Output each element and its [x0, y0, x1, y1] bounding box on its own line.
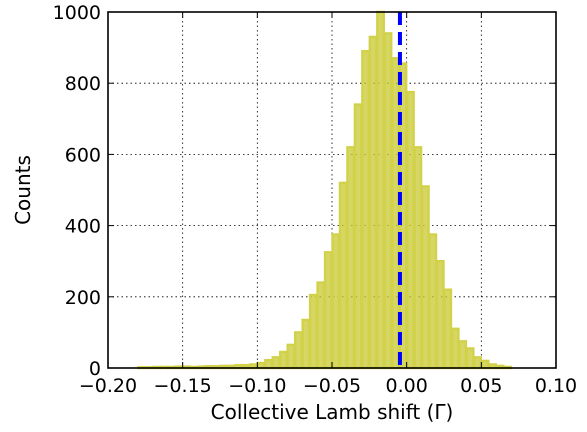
x-tick-label: −0.10: [228, 375, 286, 397]
y-tick-label: 200: [65, 287, 101, 309]
y-tick-label: 800: [65, 73, 101, 95]
histogram-bar: [435, 260, 445, 370]
axis-ticks: −0.20 −0.15 −0.10 −0.05 0.00 0.05 0.10 0 200 400 6…: [53, 2, 578, 397]
histogram-bar: [458, 340, 468, 370]
x-tick-label: −0.15: [154, 375, 212, 397]
histogram-bar: [391, 57, 400, 370]
histogram-bar: [420, 185, 430, 370]
x-tick-label: 0.00: [386, 375, 428, 397]
histogram-bar: [353, 103, 363, 370]
histogram-bar: [368, 35, 378, 370]
histogram-bar: [361, 49, 371, 370]
histogram-bar: [301, 318, 311, 370]
histogram-bar: [331, 233, 341, 370]
histogram-bar: [405, 90, 415, 370]
histogram-bar: [286, 343, 296, 370]
histogram-bar: [376, 10, 385, 370]
y-axis-label: Counts: [11, 155, 35, 225]
histogram-bar: [271, 356, 281, 370]
histogram-bar: [413, 146, 423, 370]
histogram-bar: [264, 358, 273, 370]
x-tick-label: 0.05: [460, 375, 502, 397]
histogram-bar: [323, 251, 333, 370]
histogram-bar: [465, 347, 475, 370]
histogram-bar: [338, 181, 348, 370]
y-tick-label: 1000: [53, 2, 101, 24]
histogram-bar: [383, 32, 393, 370]
histogram-bar: [293, 331, 303, 370]
x-tick-label: −0.20: [79, 375, 137, 397]
y-tick-label: 600: [65, 144, 101, 166]
x-tick-label: −0.05: [303, 375, 361, 397]
histogram-bars: [137, 10, 512, 370]
y-tick-label: 0: [89, 358, 101, 380]
histogram-bar: [316, 281, 326, 370]
histogram-bar: [308, 293, 318, 370]
histogram-bar: [480, 359, 490, 370]
x-axis-label: Collective Lamb shift (Γ): [211, 400, 454, 424]
histogram-bar: [443, 288, 453, 370]
histogram-bar: [473, 356, 483, 370]
histogram-bar: [428, 233, 438, 370]
histogram-bar: [450, 327, 460, 370]
x-tick-label: 0.10: [535, 375, 577, 397]
histogram-bar: [279, 350, 288, 370]
y-tick-label: 400: [65, 216, 101, 238]
histogram-bar: [346, 146, 356, 370]
